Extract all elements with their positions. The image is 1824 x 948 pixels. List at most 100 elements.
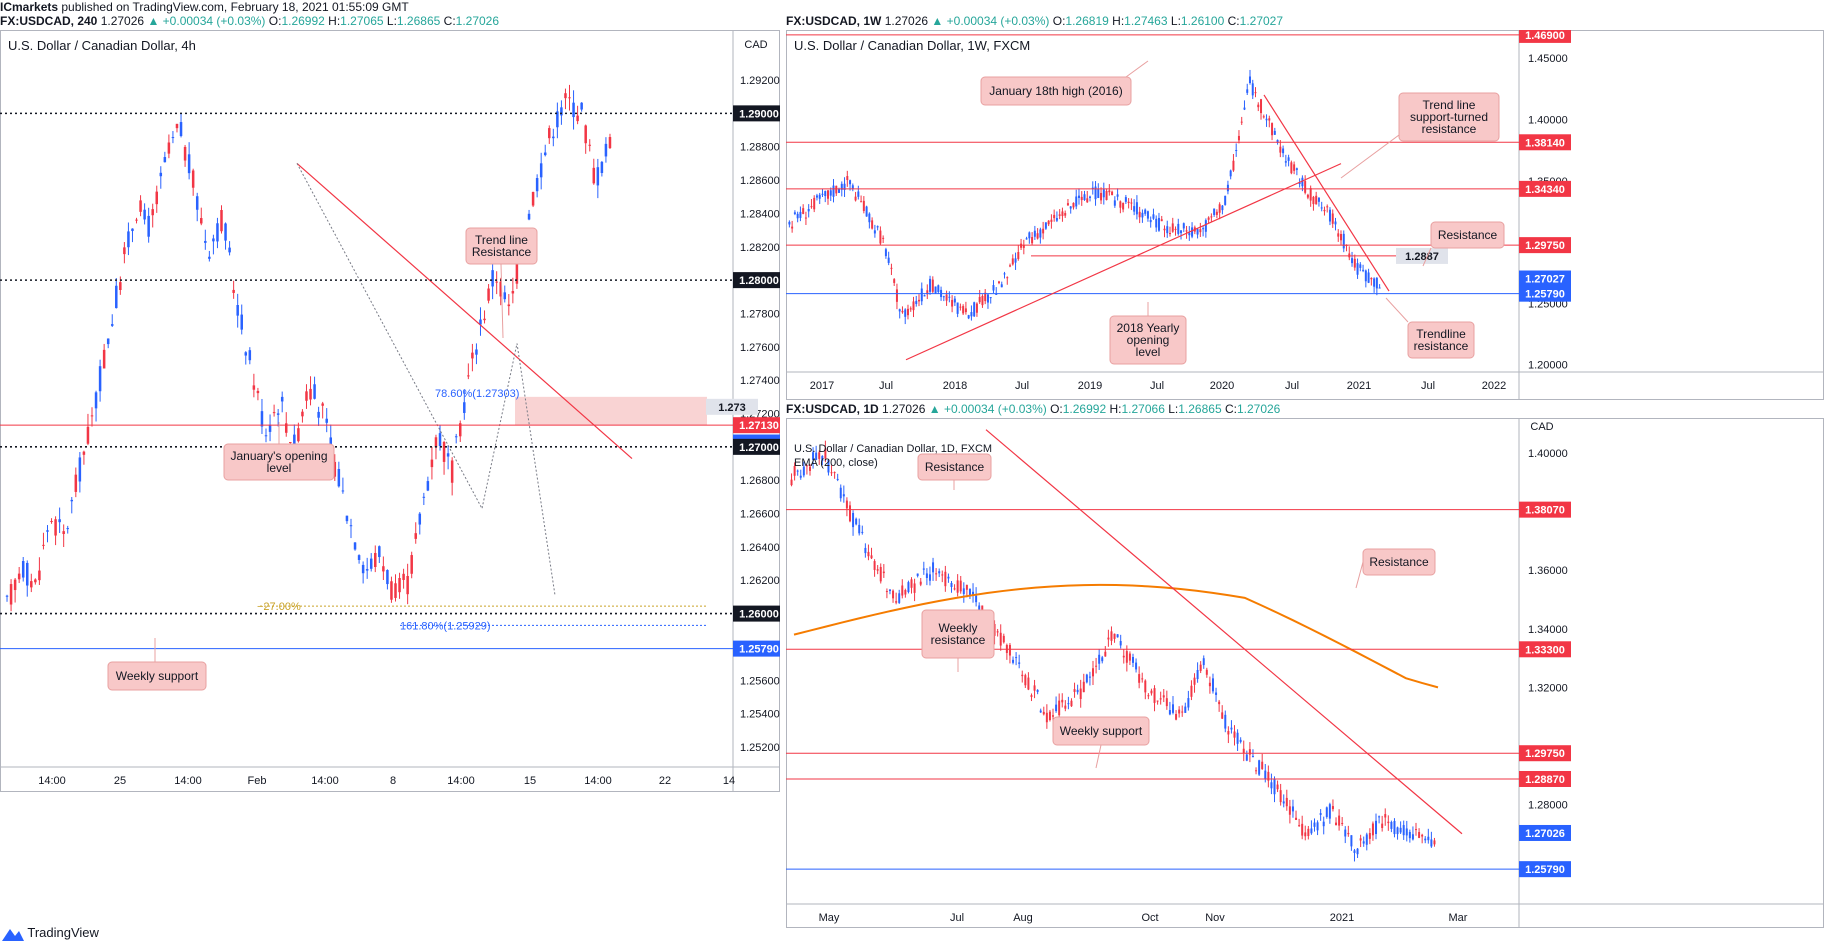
candle-1w-candle xyxy=(1199,229,1202,233)
candle-4h-candle xyxy=(131,228,134,232)
price-level-label-bg xyxy=(1396,247,1448,264)
candle-1w-candle xyxy=(871,220,874,229)
candle-1d-candle xyxy=(1285,797,1288,807)
candle-4h-candle xyxy=(244,352,248,356)
price-level-label: 1.46900 xyxy=(1525,30,1565,42)
candle-1d-candle xyxy=(1190,685,1193,697)
candle-1d-candle xyxy=(1193,677,1196,685)
candle-1w-candle xyxy=(824,191,827,197)
candle-1d-candle xyxy=(1039,710,1042,713)
candle-4h-candle xyxy=(135,219,138,221)
price-level-label: 1.27026 xyxy=(1525,828,1565,840)
candle-1w-candle xyxy=(929,278,932,292)
candle-1d-candle xyxy=(1153,688,1156,703)
candle-1w-candle xyxy=(851,185,854,190)
candle-1d-candle xyxy=(808,466,811,471)
candle-1w-candle xyxy=(1207,217,1210,220)
candle-1w-candle xyxy=(934,286,937,294)
price-level-label-bg xyxy=(733,438,780,455)
candle-1d-candle xyxy=(790,479,793,486)
candle-1d-candle xyxy=(1279,790,1282,803)
candle-1w-candle xyxy=(1353,258,1356,268)
candle-1w-candle xyxy=(884,249,887,257)
candle-1w-candle xyxy=(912,301,915,311)
candle-4h-candle xyxy=(236,305,239,316)
candle-4h-candle xyxy=(507,304,511,307)
candle-1d-candle xyxy=(1082,681,1085,693)
candle-1w-candle xyxy=(1273,130,1276,135)
currency-label: CAD xyxy=(1530,421,1553,433)
candle-1d-candle xyxy=(1350,835,1353,847)
price-tick-label: 1.28800 xyxy=(740,142,780,154)
annotation-resistance: Resistance xyxy=(1438,228,1498,242)
close-label: C: xyxy=(1227,14,1240,28)
candle-1d-candle xyxy=(1073,689,1076,692)
candle-4h-candle xyxy=(333,461,337,477)
candle-4h-candle xyxy=(357,555,361,560)
candle-4h-candle xyxy=(183,146,187,161)
candle-1w-candle xyxy=(1036,233,1039,239)
candle-1w-candle xyxy=(1309,188,1312,201)
candle-1w-candle xyxy=(1105,190,1108,201)
price-tick-label: 1.25200 xyxy=(740,742,780,754)
publisher-name[interactable]: ICmarkets xyxy=(0,0,59,14)
price-change: +0.00034 (+0.03%) xyxy=(946,14,1050,28)
candle-1d-candle xyxy=(1122,655,1125,658)
candle-1w-candle xyxy=(1083,194,1086,201)
candle-1d-candle xyxy=(1353,850,1356,853)
candle-1d-candle xyxy=(904,590,907,595)
price-tick-label: 1.28000 xyxy=(1528,799,1568,811)
candle-1d-candle xyxy=(1359,838,1362,841)
candle-1d-candle xyxy=(1215,692,1218,695)
candle-1d-candle xyxy=(993,623,996,636)
candle-1d-candle xyxy=(1058,700,1061,716)
price-tick-label: 1.28400 xyxy=(740,208,780,220)
candle-1d-candle xyxy=(1076,689,1079,693)
candle-1w-candle xyxy=(956,302,959,314)
candle-1w-candle xyxy=(951,299,954,307)
candle-1d-candle xyxy=(1184,706,1187,713)
candle-4h-candle xyxy=(548,128,551,139)
candle-4h-candle xyxy=(305,391,308,401)
tradingview-logo[interactable]: TradingView xyxy=(2,923,99,943)
candle-1d-candle xyxy=(793,466,796,476)
low-label: L: xyxy=(386,14,397,28)
candle-4h-candle xyxy=(467,375,470,377)
candle-1w-candle xyxy=(1323,209,1326,212)
chart-1w[interactable]: U.S. Dollar / Canadian Dollar, 1W, FXCMC… xyxy=(786,30,1824,400)
candle-1w-candle xyxy=(1130,202,1133,204)
candle-1w-candle xyxy=(1086,198,1089,203)
candle-4h-candle xyxy=(147,215,150,237)
candle-1d-candle xyxy=(1171,704,1174,713)
chart-1d[interactable]: CAD 1.40000 1.36000 1.34000 1.32000 1.28000 Ma… xyxy=(786,418,1824,928)
candle-1d-candle xyxy=(1236,732,1239,744)
candle-1w-candle xyxy=(1265,118,1268,121)
time-tick-label: 14:00 xyxy=(447,775,475,787)
publish-text: published on TradingView.com, February 1… xyxy=(58,0,409,14)
candle-1w-candle xyxy=(1061,211,1064,217)
candle-4h-candle xyxy=(572,102,575,118)
symbol-header-4h: FX:USDCAD, 240 1.27026 ▲ +0.00034 (+0.03… xyxy=(0,14,499,28)
candle-4h-candle xyxy=(503,292,507,300)
time-tick-label: Oct xyxy=(1141,912,1158,924)
candle-1w-candle xyxy=(1089,196,1092,198)
candle-4h-candle xyxy=(426,481,430,491)
annotation-trendline-resistance-box xyxy=(1407,321,1475,359)
candle-4h-candle xyxy=(46,530,49,532)
chart-4h[interactable]: U.S. Dollar / Canadian Dollar, 4h CAD 1.29… xyxy=(0,30,780,792)
candle-1d-candle xyxy=(1316,822,1319,831)
time-tick-label: Jul xyxy=(1015,380,1029,392)
candle-4h-candle xyxy=(317,411,320,418)
time-tick-label: Jul xyxy=(1421,380,1435,392)
candle-1d-candle xyxy=(1310,828,1313,834)
candle-1d-candle xyxy=(861,531,864,533)
candle-1w-candle xyxy=(937,285,940,292)
candle-1w-candle xyxy=(1080,196,1083,201)
candle-1d-candle xyxy=(1008,644,1011,656)
price-tick-label: 1.26600 xyxy=(740,509,780,521)
candle-1d-candle xyxy=(1165,698,1168,707)
candle-1d-candle xyxy=(858,524,861,534)
candle-4h-candle xyxy=(195,196,199,210)
candle-1d-candle xyxy=(959,580,962,592)
candle-1w-candle xyxy=(1367,272,1370,283)
